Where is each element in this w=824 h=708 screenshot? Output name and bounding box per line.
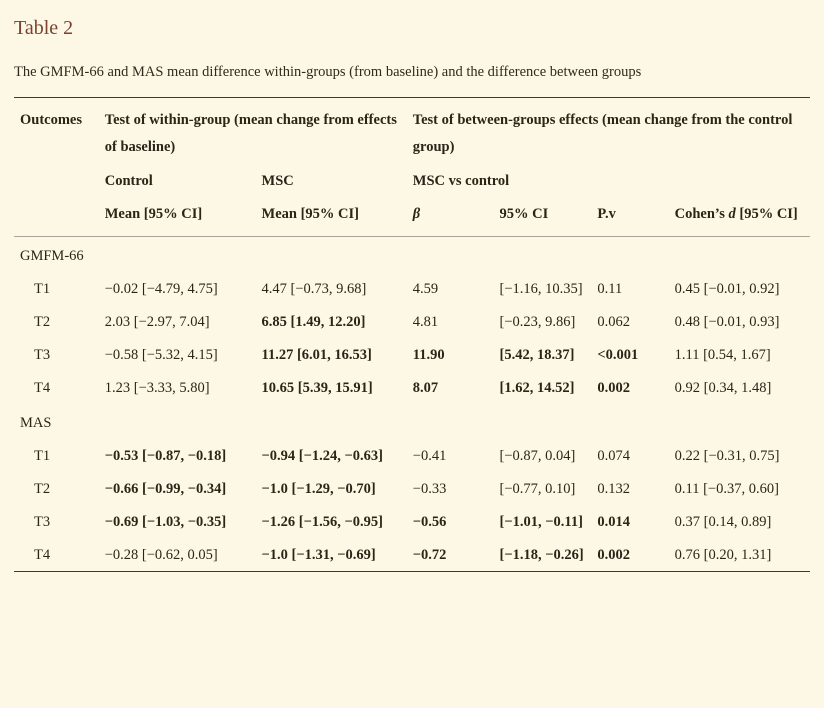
cell-beta: −0.72 bbox=[412, 546, 447, 563]
cohens-d-prefix: Cohen’s bbox=[674, 206, 725, 223]
cell-msc-mean: −1.26 [−1.56, −0.95] bbox=[261, 513, 383, 530]
results-table: Outcomes Test of within-group (mean chan… bbox=[14, 97, 810, 573]
cell-95ci: [−0.87, 0.04] bbox=[499, 448, 576, 465]
article-table-block: Table 2 The GMFM-66 and MAS mean differe… bbox=[14, 17, 810, 573]
cell-pv: 0.002 bbox=[597, 546, 631, 563]
cell-cohens-d: 0.92 [0.34, 1.48] bbox=[674, 379, 772, 396]
cell-msc-mean: −1.0 [−1.31, −0.69] bbox=[261, 546, 376, 563]
col-header-95ci: 95% CI bbox=[499, 206, 549, 223]
col-header-msc: MSC bbox=[261, 172, 294, 189]
cell-beta: −0.56 bbox=[412, 513, 447, 530]
cell-95ci: [−0.23, 9.86] bbox=[499, 313, 576, 330]
cell-95ci: [5.42, 18.37] bbox=[499, 346, 575, 363]
cell-control-mean: −0.28 [−0.62, 0.05] bbox=[104, 546, 218, 563]
table-row: T3 −0.58 [−5.32, 4.15] 11.27 [6.01, 16.5… bbox=[14, 339, 810, 372]
col-header-control: Control bbox=[104, 172, 153, 189]
cell-pv: 0.002 bbox=[597, 379, 631, 396]
table-row: T1 −0.53 [−0.87, −0.18] −0.94 [−1.24, −0… bbox=[14, 440, 810, 473]
row-label: T1 bbox=[34, 281, 51, 298]
cohens-d-symbol: d bbox=[728, 206, 736, 223]
table-row: T4 1.23 [−3.33, 5.80] 10.65 [5.39, 15.91… bbox=[14, 372, 810, 405]
cell-pv: 0.11 bbox=[597, 281, 623, 298]
header-row-groups: Outcomes Test of within-group (mean chan… bbox=[14, 98, 810, 163]
header-row-measures: Mean [95% CI] Mean [95% CI] β 95% CI P.v… bbox=[14, 196, 810, 236]
section-row-mas: MAS bbox=[14, 404, 810, 440]
cell-cohens-d: 0.48 [−0.01, 0.93] bbox=[674, 313, 780, 330]
col-header-within-group: Test of within-group (mean change from e… bbox=[104, 112, 397, 155]
row-label: T3 bbox=[34, 346, 51, 363]
cell-control-mean: 2.03 [−2.97, 7.04] bbox=[104, 313, 210, 330]
row-label: T2 bbox=[34, 313, 51, 330]
col-header-mean-ci-msc: Mean [95% CI] bbox=[261, 206, 359, 223]
table-row: T3 −0.69 [−1.03, −0.35] −1.26 [−1.56, −0… bbox=[14, 506, 810, 539]
cell-control-mean: −0.66 [−0.99, −0.34] bbox=[104, 480, 227, 497]
row-label: T2 bbox=[34, 480, 51, 497]
cell-pv: <0.001 bbox=[597, 346, 639, 363]
cell-95ci: [1.62, 14.52] bbox=[499, 379, 575, 396]
cell-pv: 0.062 bbox=[597, 313, 631, 330]
row-label: T4 bbox=[34, 546, 51, 563]
cell-msc-mean: −0.94 [−1.24, −0.63] bbox=[261, 448, 383, 465]
col-header-msc-vs-control: MSC vs control bbox=[412, 172, 510, 189]
cell-pv: 0.014 bbox=[597, 513, 631, 530]
header-row-arms: Control MSC MSC vs control bbox=[14, 163, 810, 197]
cell-cohens-d: 0.76 [0.20, 1.31] bbox=[674, 546, 772, 563]
cell-beta: −0.41 bbox=[412, 448, 447, 465]
cell-cohens-d: 1.11 [0.54, 1.67] bbox=[674, 346, 771, 363]
cell-beta: 4.81 bbox=[412, 313, 439, 330]
col-header-between-groups: Test of between-groups effects (mean cha… bbox=[412, 112, 793, 155]
col-header-beta: β bbox=[412, 206, 421, 223]
table-row: T1 −0.02 [−4.79, 4.75] 4.47 [−0.73, 9.68… bbox=[14, 273, 810, 306]
cell-pv: 0.074 bbox=[597, 448, 631, 465]
cohens-d-suffix: [95% CI] bbox=[739, 206, 798, 223]
cell-control-mean: −0.02 [−4.79, 4.75] bbox=[104, 281, 218, 298]
cell-beta: 4.59 bbox=[412, 281, 439, 298]
cell-msc-mean: 6.85 [1.49, 12.20] bbox=[261, 313, 366, 330]
table-title: Table 2 bbox=[14, 17, 74, 39]
cell-msc-mean: 11.27 [6.01, 16.53] bbox=[261, 346, 372, 363]
section-label: GMFM-66 bbox=[20, 248, 84, 265]
cell-control-mean: −0.58 [−5.32, 4.15] bbox=[104, 346, 218, 363]
col-header-pv: P.v bbox=[597, 206, 616, 223]
cell-msc-mean: 4.47 [−0.73, 9.68] bbox=[261, 281, 367, 298]
table-row: T4 −0.28 [−0.62, 0.05] −1.0 [−1.31, −0.6… bbox=[14, 539, 810, 572]
cell-cohens-d: 0.45 [−0.01, 0.92] bbox=[674, 281, 780, 298]
cell-cohens-d: 0.11 [−0.37, 0.60] bbox=[674, 480, 779, 497]
col-header-mean-ci-control: Mean [95% CI] bbox=[104, 206, 203, 223]
col-header-cohens-d: Cohen’s d [95% CI] bbox=[675, 196, 810, 236]
table-caption: The GMFM-66 and MAS mean difference with… bbox=[14, 64, 642, 80]
table-row: T2 2.03 [−2.97, 7.04] 6.85 [1.49, 12.20]… bbox=[14, 306, 810, 339]
cell-beta: 11.90 bbox=[412, 346, 445, 363]
col-header-outcomes: Outcomes bbox=[20, 112, 83, 128]
row-label: T4 bbox=[34, 379, 51, 396]
cell-control-mean: −0.69 [−1.03, −0.35] bbox=[104, 513, 227, 530]
cell-pv: 0.132 bbox=[597, 480, 631, 497]
cell-cohens-d: 0.37 [0.14, 0.89] bbox=[674, 513, 772, 530]
cell-cohens-d: 0.22 [−0.31, 0.75] bbox=[674, 448, 780, 465]
section-row-gmfm: GMFM-66 bbox=[14, 237, 810, 273]
table-body: GMFM-66 T1 −0.02 [−4.79, 4.75] 4.47 [−0.… bbox=[14, 237, 810, 572]
table-row: T2 −0.66 [−0.99, −0.34] −1.0 [−1.29, −0.… bbox=[14, 473, 810, 506]
cell-control-mean: −0.53 [−0.87, −0.18] bbox=[104, 448, 227, 465]
cell-msc-mean: −1.0 [−1.29, −0.70] bbox=[261, 480, 376, 497]
cell-95ci: [−1.18, −0.26] bbox=[499, 546, 584, 563]
cell-beta: 8.07 bbox=[412, 379, 439, 396]
cell-beta: −0.33 bbox=[412, 480, 447, 497]
row-label: T1 bbox=[34, 448, 51, 465]
row-label: T3 bbox=[34, 513, 51, 530]
cell-msc-mean: 10.65 [5.39, 15.91] bbox=[261, 379, 373, 396]
table-header: Outcomes Test of within-group (mean chan… bbox=[14, 98, 810, 237]
cell-95ci: [−1.16, 10.35] bbox=[499, 281, 583, 298]
cell-control-mean: 1.23 [−3.33, 5.80] bbox=[104, 379, 210, 396]
section-label: MAS bbox=[20, 415, 52, 432]
cell-95ci: [−1.01, −0.11] bbox=[499, 513, 583, 530]
cell-95ci: [−0.77, 0.10] bbox=[499, 480, 576, 497]
